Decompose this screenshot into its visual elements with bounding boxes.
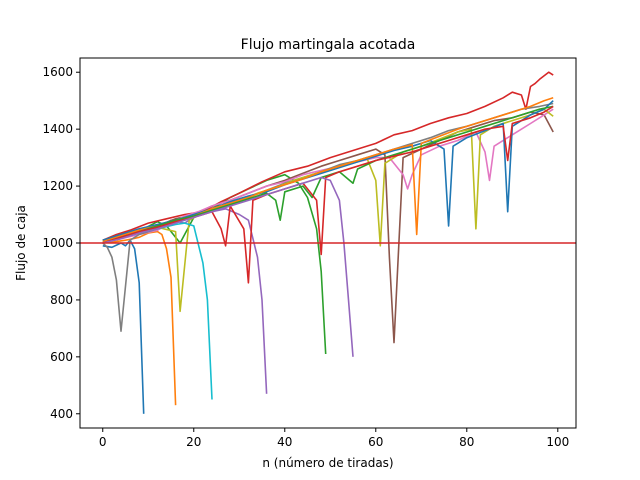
y-tick-label: 1400 bbox=[42, 122, 73, 136]
x-tick-label: 80 bbox=[459, 435, 474, 449]
series-lines bbox=[102, 71, 554, 414]
x-axis-ticks: 0 20 40 60 80 100 bbox=[99, 428, 569, 449]
y-tick-label: 800 bbox=[50, 293, 73, 307]
chart-title: Flujo martingala acotada bbox=[241, 37, 416, 53]
x-tick-label: 60 bbox=[368, 435, 383, 449]
y-tick-label: 1200 bbox=[42, 179, 73, 193]
x-tick-label: 0 bbox=[99, 435, 107, 449]
series-line bbox=[102, 71, 554, 241]
x-axis-label: n (número de tiradas) bbox=[262, 456, 393, 470]
x-tick-label: 20 bbox=[186, 435, 201, 449]
series-line bbox=[102, 100, 554, 241]
y-tick-label: 400 bbox=[50, 407, 73, 421]
y-tick-label: 1000 bbox=[42, 236, 73, 250]
y-tick-label: 600 bbox=[50, 350, 73, 364]
series-line bbox=[102, 176, 354, 357]
series-line bbox=[102, 230, 177, 406]
x-tick-label: 40 bbox=[277, 435, 292, 449]
y-axis-ticks: 400 600 800 1000 1200 1400 1600 bbox=[42, 65, 80, 421]
series-line bbox=[102, 105, 554, 244]
x-tick-label: 100 bbox=[546, 435, 569, 449]
y-tick-label: 1600 bbox=[42, 65, 73, 79]
y-axis-label: Flujo de caja bbox=[14, 205, 28, 281]
